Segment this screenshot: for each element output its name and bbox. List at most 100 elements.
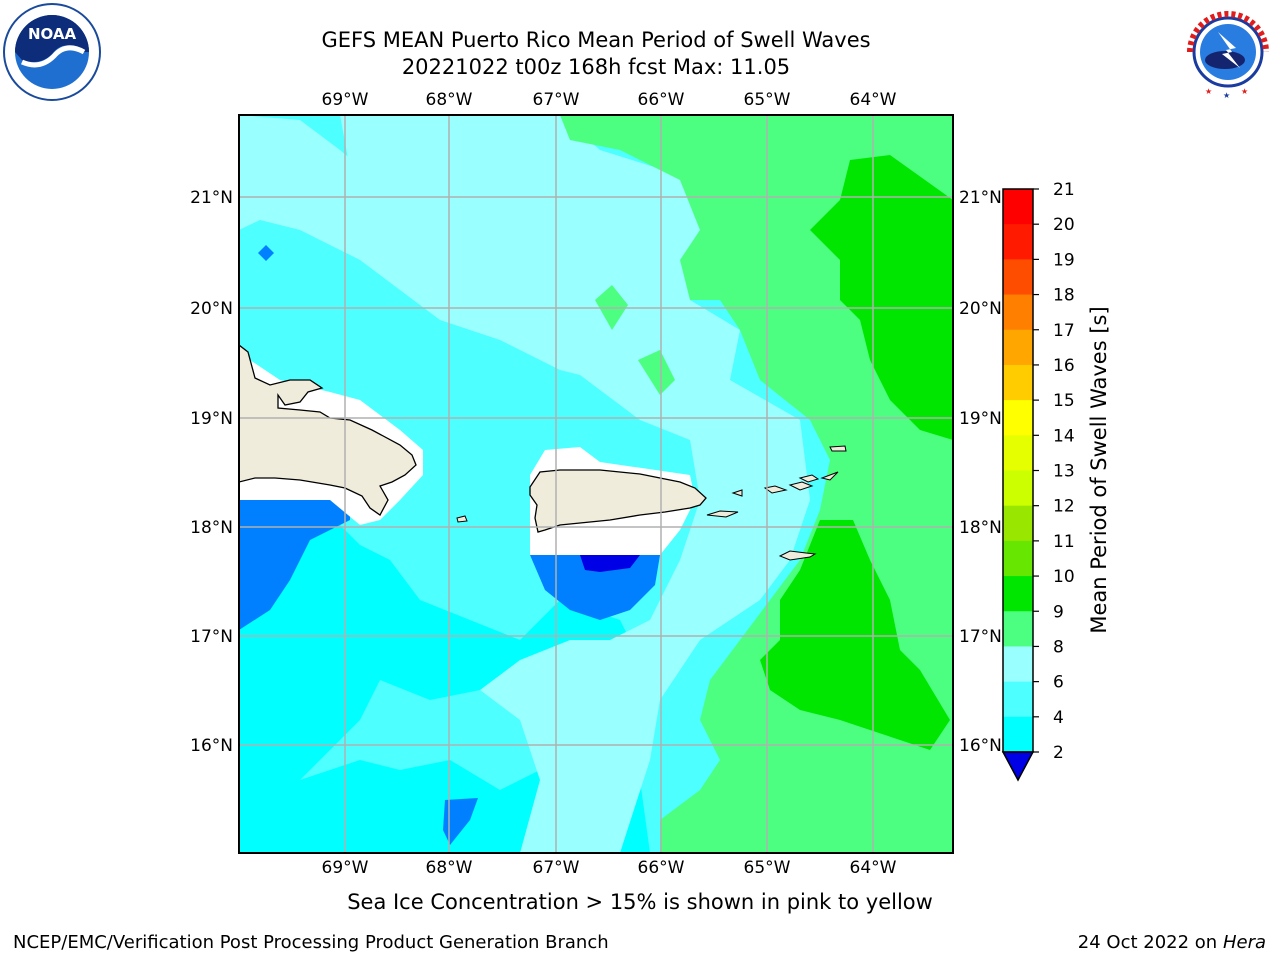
- graticule: [239, 115, 953, 853]
- colorbar: 21 20 19 18 17 16 15 14 13 12 11 10 9 8 6 4 2 Mean Perio…: [1001, 180, 1111, 782]
- field-2-4-south-pr: [530, 555, 660, 620]
- lon-label-top: 69°W: [322, 90, 369, 110]
- lat-labels-right: 21°N 20°N 19°N 18°N 17°N 16°N: [959, 188, 1002, 756]
- lon-label-bottom: 65°W: [744, 858, 791, 878]
- colorbar-tick-label: 12: [1053, 497, 1075, 517]
- lat-label-left: 21°N: [190, 188, 233, 208]
- lat-label-right: 18°N: [959, 518, 1002, 538]
- land-virgin-islands-a: [731, 471, 839, 497]
- svg-text:★: ★: [1205, 87, 1212, 96]
- colorbar-segment: [1003, 611, 1033, 647]
- lon-label-top: 68°W: [426, 90, 473, 110]
- colorbar-tick-label: 11: [1053, 532, 1075, 552]
- lat-label-right: 20°N: [959, 299, 1002, 319]
- land-mona: [456, 515, 468, 523]
- colorbar-label: Mean Period of Swell Waves [s]: [1087, 306, 1111, 633]
- lat-labels-left: 21°N 20°N 19°N 18°N 17°N 16°N: [190, 188, 233, 756]
- field-8-9-north: [239, 115, 620, 380]
- lat-label-right: 16°N: [959, 736, 1002, 756]
- colorbar-segment: [1003, 716, 1033, 753]
- credit-branch: NCEP/EMC/Verification Post Processing Pr…: [13, 932, 609, 953]
- colorbar-tick-label: 14: [1053, 426, 1075, 446]
- lon-label-bottom: 69°W: [322, 858, 369, 878]
- colorbar-tick-label: 4: [1053, 708, 1064, 728]
- land-puerto-rico: [529, 469, 707, 533]
- colorbar-segment: [1003, 400, 1033, 436]
- sea-ice-note: Sea Ice Concentration > 15% is shown in …: [347, 890, 933, 914]
- lat-label-left: 20°N: [190, 299, 233, 319]
- nws-logo: ★ ★ ★: [1181, 5, 1275, 100]
- colorbar-segment: [1003, 259, 1033, 296]
- lon-label-top: 66°W: [638, 90, 685, 110]
- colorbar-segment: [1003, 470, 1033, 507]
- colorbar-segment: [1003, 364, 1033, 401]
- noaa-logo-text: NOAA: [28, 25, 77, 43]
- lat-label-left: 19°N: [190, 409, 233, 429]
- map-field: [239, 115, 953, 853]
- colorbar-tick-label: 6: [1053, 673, 1064, 693]
- field-4-6-south: [239, 515, 640, 810]
- land-st-croix: [778, 550, 817, 561]
- colorbar-tick-label: 21: [1053, 180, 1075, 200]
- chart-title: GEFS MEAN Puerto Rico Mean Period of Swe…: [321, 28, 871, 52]
- lat-label-left: 18°N: [190, 518, 233, 538]
- noaa-logo: NOAA: [3, 3, 101, 101]
- lat-label-right: 17°N: [959, 627, 1002, 647]
- colorbar-tick-label: 18: [1053, 286, 1075, 306]
- credit-date: 24 Oct 2022 on Hera: [1078, 932, 1266, 953]
- lon-label-bottom: 66°W: [638, 858, 685, 878]
- map-frame: [238, 114, 954, 854]
- colorbar-segment: [1003, 505, 1033, 542]
- colorbar-segment: [1003, 294, 1033, 331]
- lon-label-bottom: 67°W: [533, 858, 580, 878]
- credit-host: Hera: [1222, 932, 1266, 953]
- field-9-10-patch-b: [638, 350, 675, 395]
- lat-label-left: 17°N: [190, 627, 233, 647]
- field-2-4-bottom: [443, 798, 478, 845]
- colorbar-tick-label: 16: [1053, 356, 1075, 376]
- colorbar-segment: [1003, 646, 1033, 683]
- colorbar-segment: [1003, 224, 1033, 260]
- chart-subtitle: 20221022 t00z 168h fcst Max: 11.05: [401, 55, 791, 79]
- colorbar-ticks: 21 20 19 18 17 16 15 14 13 12 11 10 9 8 6 4 2: [1033, 180, 1075, 763]
- svg-text:★: ★: [1223, 91, 1230, 100]
- colorbar-segment: [1003, 576, 1033, 612]
- lon-label-bottom: 68°W: [426, 858, 473, 878]
- field-2-4-dot: [258, 245, 274, 261]
- colorbar-tick-label: 17: [1053, 321, 1075, 341]
- colorbar-tick-label: 9: [1053, 602, 1064, 622]
- colorbar-under-arrow: [1001, 751, 1035, 782]
- land-vieques: [706, 510, 739, 518]
- colorbar-segment: [1003, 329, 1033, 366]
- colorbar-segment: [1003, 540, 1033, 577]
- colorbar-tick-label: 19: [1053, 250, 1075, 270]
- colorbar-segments: [1003, 189, 1033, 753]
- colorbar-tick-label: 15: [1053, 391, 1075, 411]
- swell-period-map: 69°W 68°W 67°W 66°W 65°W 64°W 69°W 68°W …: [190, 90, 1111, 878]
- colorbar-tick-label: 10: [1053, 567, 1075, 587]
- lat-label-left: 16°N: [190, 736, 233, 756]
- colorbar-segment: [1003, 681, 1033, 718]
- field-2-4-southwest: [239, 500, 350, 630]
- colorbar-tick-label: 8: [1053, 637, 1064, 657]
- land-hispaniola: [239, 344, 417, 516]
- lon-labels-bottom: 69°W 68°W 67°W 66°W 65°W 64°W: [322, 858, 897, 878]
- svg-text:★: ★: [1241, 87, 1248, 96]
- field-10-11-south: [760, 520, 950, 750]
- lon-label-top: 65°W: [744, 90, 791, 110]
- credit-date-text: 24 Oct 2022 on: [1077, 932, 1223, 953]
- lat-label-right: 19°N: [959, 409, 1002, 429]
- colorbar-tick-label: 13: [1053, 462, 1075, 482]
- colorbar-tick-label: 2: [1053, 743, 1064, 763]
- colorbar-segment: [1003, 435, 1033, 471]
- lon-label-bottom: 64°W: [850, 858, 897, 878]
- field-lt2-south-pr: [580, 555, 640, 572]
- field-10-11-east: [810, 155, 953, 440]
- colorbar-tick-label: 20: [1053, 215, 1075, 235]
- lat-label-right: 21°N: [959, 188, 1002, 208]
- lon-labels-top: 69°W 68°W 67°W 66°W 65°W 64°W: [322, 90, 897, 110]
- lon-label-top: 67°W: [533, 90, 580, 110]
- lon-label-top: 64°W: [850, 90, 897, 110]
- colorbar-segment: [1003, 189, 1033, 225]
- land-anegada: [829, 445, 847, 452]
